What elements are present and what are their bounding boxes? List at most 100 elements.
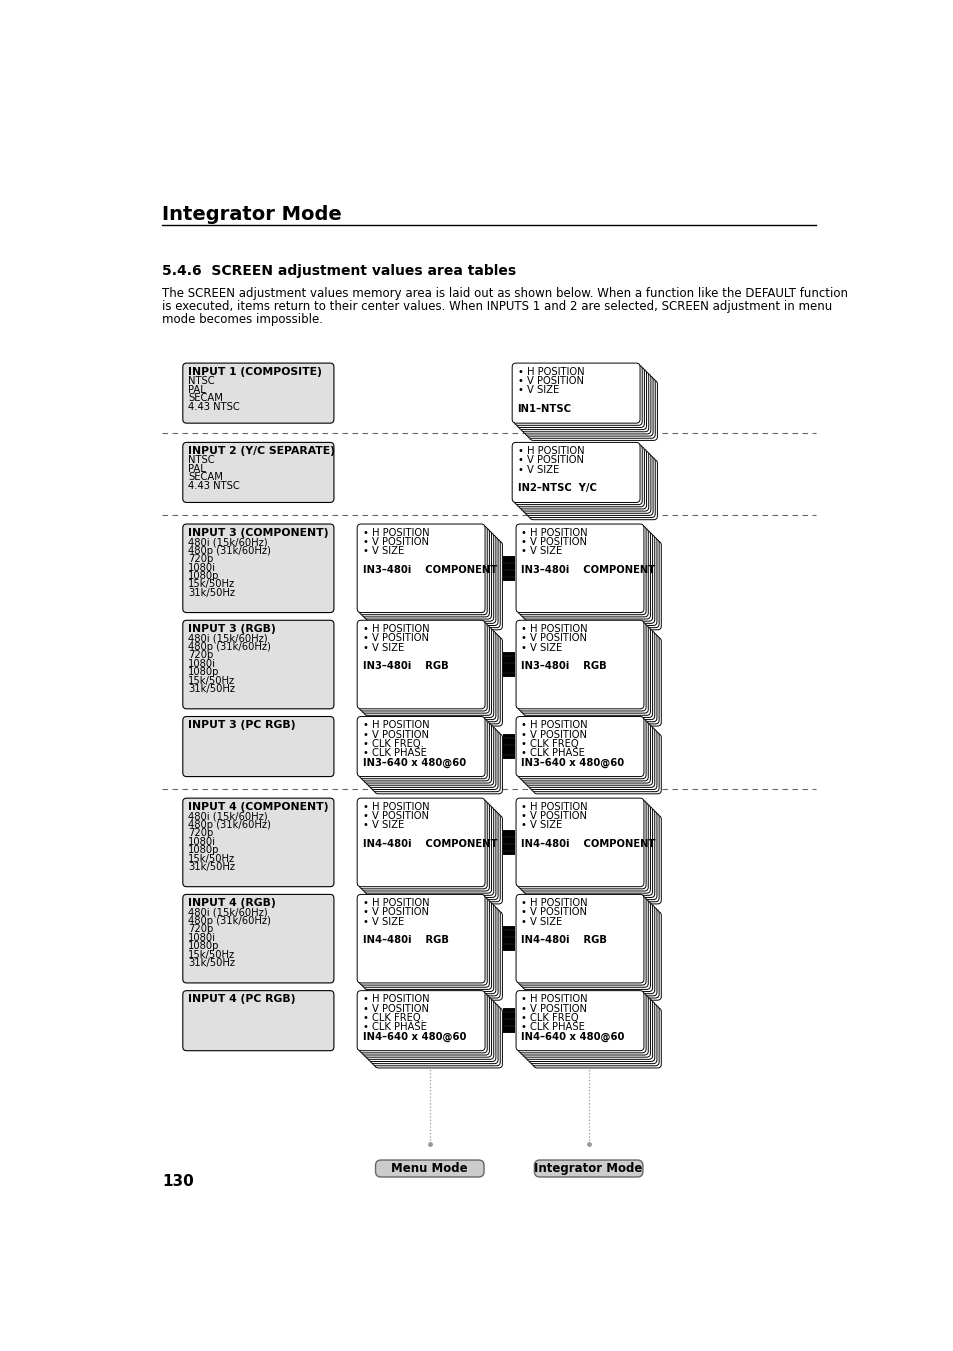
Text: • V SIZE: • V SIZE <box>362 917 403 927</box>
FancyBboxPatch shape <box>517 993 645 1052</box>
FancyBboxPatch shape <box>522 901 650 989</box>
Text: • H POSITION: • H POSITION <box>362 624 429 634</box>
Text: 1080i: 1080i <box>188 934 216 943</box>
FancyBboxPatch shape <box>516 716 643 777</box>
FancyBboxPatch shape <box>529 730 657 789</box>
FancyBboxPatch shape <box>363 627 491 715</box>
FancyBboxPatch shape <box>519 528 648 617</box>
FancyBboxPatch shape <box>524 1000 652 1059</box>
FancyBboxPatch shape <box>361 528 489 617</box>
FancyBboxPatch shape <box>534 1161 642 1177</box>
FancyBboxPatch shape <box>525 376 653 436</box>
FancyBboxPatch shape <box>522 453 650 513</box>
Text: IN1–NTSC: IN1–NTSC <box>517 404 571 413</box>
Text: IN3–640 x 480@60: IN3–640 x 480@60 <box>362 758 465 767</box>
Text: • V SIZE: • V SIZE <box>517 385 558 396</box>
Text: 31k/50Hz: 31k/50Hz <box>188 684 235 694</box>
FancyBboxPatch shape <box>375 734 502 794</box>
Text: PAL: PAL <box>188 463 206 474</box>
Text: • H POSITION: • H POSITION <box>517 446 583 457</box>
Text: • V POSITION: • V POSITION <box>521 730 587 739</box>
Text: • H POSITION: • H POSITION <box>362 994 429 1005</box>
FancyBboxPatch shape <box>359 719 487 778</box>
FancyBboxPatch shape <box>524 725 652 785</box>
Text: • V POSITION: • V POSITION <box>362 811 428 821</box>
Text: IN4–480i    COMPONENT: IN4–480i COMPONENT <box>521 839 656 848</box>
FancyBboxPatch shape <box>356 894 484 984</box>
FancyBboxPatch shape <box>361 721 489 781</box>
Text: 480i (15k/60Hz): 480i (15k/60Hz) <box>188 538 268 547</box>
FancyBboxPatch shape <box>359 993 487 1052</box>
FancyBboxPatch shape <box>531 909 659 998</box>
Text: 1080p: 1080p <box>188 942 219 951</box>
Text: • V SIZE: • V SIZE <box>517 465 558 474</box>
Text: 15k/50Hz: 15k/50Hz <box>188 950 235 959</box>
Text: • V POSITION: • V POSITION <box>517 376 583 386</box>
Text: IN3–480i    COMPONENT: IN3–480i COMPONENT <box>362 565 497 574</box>
Text: • H POSITION: • H POSITION <box>517 367 583 377</box>
Text: 15k/50Hz: 15k/50Hz <box>188 580 235 589</box>
Text: • H POSITION: • H POSITION <box>521 802 587 812</box>
FancyBboxPatch shape <box>533 816 660 904</box>
FancyBboxPatch shape <box>183 524 334 612</box>
Text: 1080p: 1080p <box>188 667 219 677</box>
FancyBboxPatch shape <box>529 1004 657 1063</box>
Text: • H POSITION: • H POSITION <box>521 528 587 538</box>
Text: 4.43 NTSC: 4.43 NTSC <box>188 481 240 490</box>
FancyBboxPatch shape <box>522 374 650 434</box>
FancyBboxPatch shape <box>524 630 652 717</box>
Text: SECAM: SECAM <box>188 473 223 482</box>
Text: SECAM: SECAM <box>188 393 223 403</box>
FancyBboxPatch shape <box>512 442 639 503</box>
Text: 480i (15k/60Hz): 480i (15k/60Hz) <box>188 908 268 917</box>
FancyBboxPatch shape <box>529 381 657 440</box>
Text: INPUT 3 (COMPONENT): INPUT 3 (COMPONENT) <box>188 528 329 538</box>
Text: • H POSITION: • H POSITION <box>521 898 587 908</box>
Text: 15k/50Hz: 15k/50Hz <box>188 676 235 686</box>
FancyBboxPatch shape <box>363 901 491 989</box>
FancyBboxPatch shape <box>368 631 496 720</box>
FancyBboxPatch shape <box>375 1008 502 1067</box>
FancyBboxPatch shape <box>370 908 497 996</box>
Text: • CLK FREQ: • CLK FREQ <box>521 1013 578 1023</box>
Text: • V POSITION: • V POSITION <box>517 455 583 466</box>
Text: IN2–NTSC  Y/C: IN2–NTSC Y/C <box>517 484 596 493</box>
FancyBboxPatch shape <box>183 363 334 423</box>
Text: 1080i: 1080i <box>188 562 216 573</box>
FancyBboxPatch shape <box>368 1001 496 1062</box>
FancyBboxPatch shape <box>516 798 643 886</box>
Text: Menu Mode: Menu Mode <box>391 1162 468 1175</box>
FancyBboxPatch shape <box>531 813 659 901</box>
Text: • V SIZE: • V SIZE <box>521 643 562 653</box>
Text: INPUT 1 (COMPOSITE): INPUT 1 (COMPOSITE) <box>188 367 322 377</box>
Text: • H POSITION: • H POSITION <box>362 898 429 908</box>
FancyBboxPatch shape <box>531 1005 659 1066</box>
Text: • V POSITION: • V POSITION <box>521 1004 587 1013</box>
Text: IN3–480i    RGB: IN3–480i RGB <box>521 661 606 671</box>
FancyBboxPatch shape <box>365 807 494 896</box>
Text: • CLK PHASE: • CLK PHASE <box>362 1023 426 1032</box>
Text: 15k/50Hz: 15k/50Hz <box>188 854 235 863</box>
Text: 480p (31k/60Hz): 480p (31k/60Hz) <box>188 916 271 925</box>
FancyBboxPatch shape <box>370 811 497 900</box>
Text: • V POSITION: • V POSITION <box>521 634 587 643</box>
Text: 480i (15k/60Hz): 480i (15k/60Hz) <box>188 811 268 821</box>
FancyBboxPatch shape <box>533 734 660 794</box>
FancyBboxPatch shape <box>520 451 648 511</box>
Text: 1080i: 1080i <box>188 659 216 669</box>
FancyBboxPatch shape <box>368 727 496 788</box>
Text: INPUT 3 (RGB): INPUT 3 (RGB) <box>188 624 275 634</box>
FancyBboxPatch shape <box>520 372 648 432</box>
FancyBboxPatch shape <box>516 620 643 709</box>
Text: • V SIZE: • V SIZE <box>521 820 562 831</box>
FancyBboxPatch shape <box>519 721 648 781</box>
Text: • V POSITION: • V POSITION <box>362 908 428 917</box>
Text: • V POSITION: • V POSITION <box>362 730 428 739</box>
Text: • H POSITION: • H POSITION <box>521 624 587 634</box>
FancyBboxPatch shape <box>361 624 489 713</box>
FancyBboxPatch shape <box>363 723 491 784</box>
Text: 1080p: 1080p <box>188 846 219 855</box>
Text: IN4–480i    RGB: IN4–480i RGB <box>362 935 448 946</box>
FancyBboxPatch shape <box>533 1008 660 1067</box>
FancyBboxPatch shape <box>370 536 497 626</box>
